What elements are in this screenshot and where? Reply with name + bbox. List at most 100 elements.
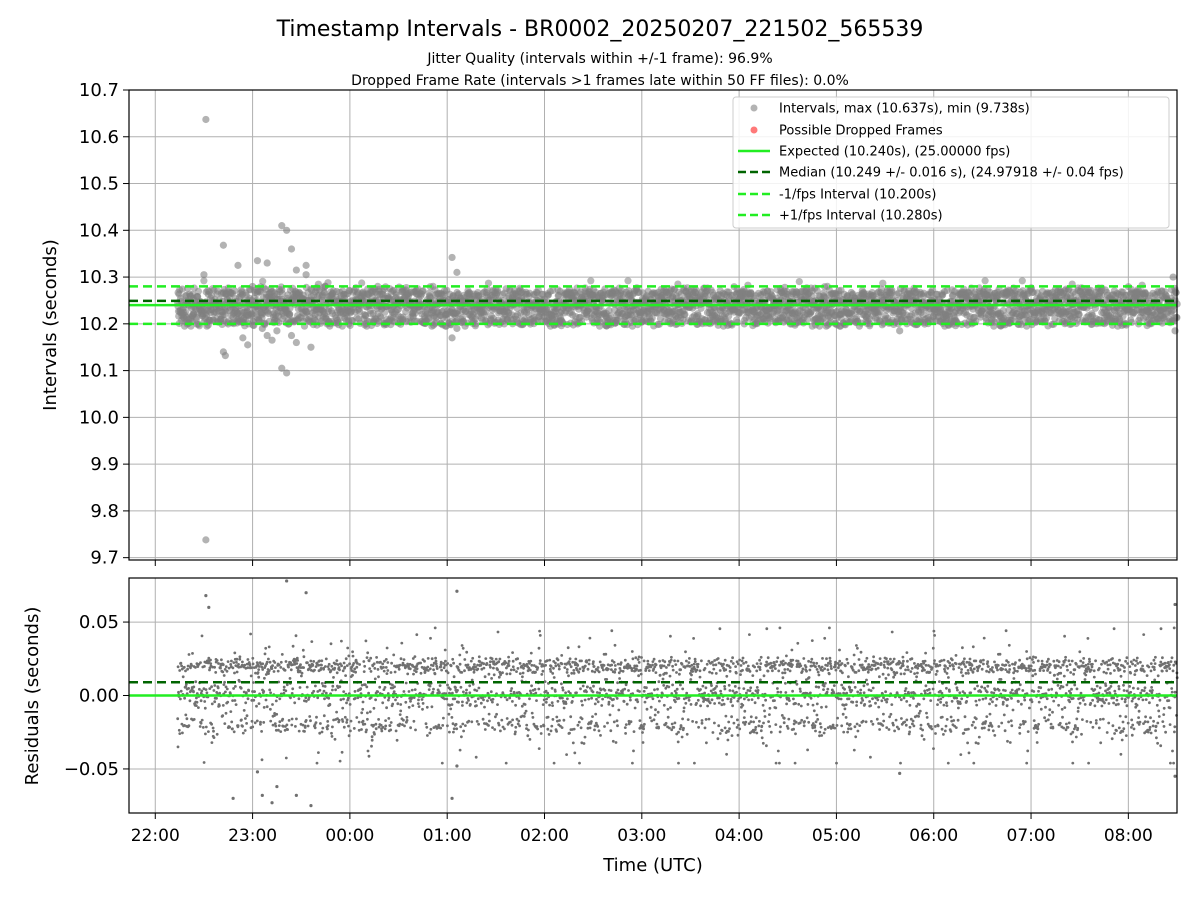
residual-point <box>587 662 591 666</box>
residual-point <box>186 664 190 668</box>
residual-point <box>274 724 278 728</box>
residual-point <box>330 731 333 735</box>
residual-point <box>404 700 408 704</box>
residual-point <box>522 715 526 718</box>
residual-point <box>569 665 573 669</box>
interval-point <box>259 277 267 285</box>
residual-point <box>247 689 251 693</box>
residual-point <box>546 691 550 695</box>
residual-point <box>302 666 305 669</box>
residual-point <box>544 689 548 693</box>
residual-point <box>382 666 385 669</box>
residual-point <box>251 662 255 666</box>
interval-point <box>648 314 656 322</box>
interval-point <box>1042 314 1050 322</box>
interval-point <box>402 284 410 292</box>
residual-point <box>290 717 294 721</box>
residual-point <box>479 663 483 667</box>
residual-point <box>413 688 417 691</box>
residual-point <box>382 688 386 691</box>
residual-point <box>369 656 373 660</box>
residual-point <box>281 724 285 728</box>
residual-point <box>245 714 249 718</box>
interval-outlier-point <box>258 324 266 333</box>
residual-point <box>480 667 484 671</box>
legend: Intervals, max (10.637s), min (9.738s) P… <box>732 96 1170 229</box>
residual-point <box>367 659 371 663</box>
residual-point <box>464 724 467 727</box>
residual-point <box>497 660 501 664</box>
residual-point <box>263 676 266 680</box>
residual-point <box>377 718 380 721</box>
residual-point <box>273 714 276 717</box>
residual-point <box>491 697 495 701</box>
residual-point <box>403 724 406 728</box>
residual-point <box>295 717 298 721</box>
residual-point <box>565 671 569 674</box>
residual-point <box>376 690 380 694</box>
residual-point <box>287 719 291 722</box>
residual-point <box>331 688 334 692</box>
residual-point <box>521 671 525 675</box>
residual-point <box>268 688 272 692</box>
residual-point <box>393 685 396 689</box>
residual-point <box>203 665 206 668</box>
residual-point <box>252 681 255 684</box>
residual-point <box>309 668 313 672</box>
residual-point <box>339 698 343 702</box>
residual-point <box>604 652 608 656</box>
residual-point <box>477 686 481 690</box>
residual-point <box>362 670 366 673</box>
interval-point <box>230 287 239 295</box>
residual-point <box>461 646 465 650</box>
residual-point <box>218 704 221 708</box>
residual-point <box>244 701 248 705</box>
residual-point <box>577 645 581 649</box>
interval-point <box>807 308 815 316</box>
residual-point <box>597 729 601 733</box>
residual-point <box>278 720 282 724</box>
residual-point <box>549 670 553 673</box>
residual-point <box>200 718 204 722</box>
residual-point <box>184 669 187 673</box>
residual-point <box>424 722 428 726</box>
residual-point <box>581 703 584 707</box>
residual-point <box>458 662 462 666</box>
residual-point <box>345 718 349 722</box>
chart-subtitle-1: Jitter Quality (intervals within +/-1 fr… <box>426 51 772 67</box>
residual-point <box>245 722 249 725</box>
residual-point <box>535 699 538 702</box>
residual-point <box>518 662 522 665</box>
residual-point <box>482 662 486 666</box>
residual-point <box>469 703 472 706</box>
residual-point <box>353 697 357 700</box>
legend-entry-minus-fps: -1/fps Interval (10.200s) <box>779 188 936 203</box>
residual-point <box>210 685 214 689</box>
residual-point <box>475 704 478 707</box>
residual-point <box>454 686 457 690</box>
residual-point <box>353 690 357 693</box>
residual-point <box>513 732 517 736</box>
y-tick-label: 10.4 <box>79 220 119 241</box>
residual-point <box>526 734 530 738</box>
interval-outlier-point <box>448 253 456 262</box>
residual-point <box>372 706 376 710</box>
residual-point <box>420 665 424 669</box>
residual-point <box>201 726 205 729</box>
residual-point <box>200 634 204 638</box>
legend-entry-median: Median (10.249 +/- 0.016 s), (24.97918 +… <box>779 166 1124 181</box>
residual-point <box>487 696 491 700</box>
residual-point <box>550 724 554 728</box>
residual-point <box>342 690 346 693</box>
residual-point <box>461 704 464 707</box>
residual-point <box>452 730 455 734</box>
residual-point <box>597 670 601 674</box>
residual-point <box>267 657 270 661</box>
residual-point <box>591 690 595 694</box>
residual-point <box>528 668 532 672</box>
residual-point <box>557 664 561 668</box>
residual-point <box>387 717 391 720</box>
residual-point <box>348 662 351 666</box>
residual-point <box>374 698 377 702</box>
